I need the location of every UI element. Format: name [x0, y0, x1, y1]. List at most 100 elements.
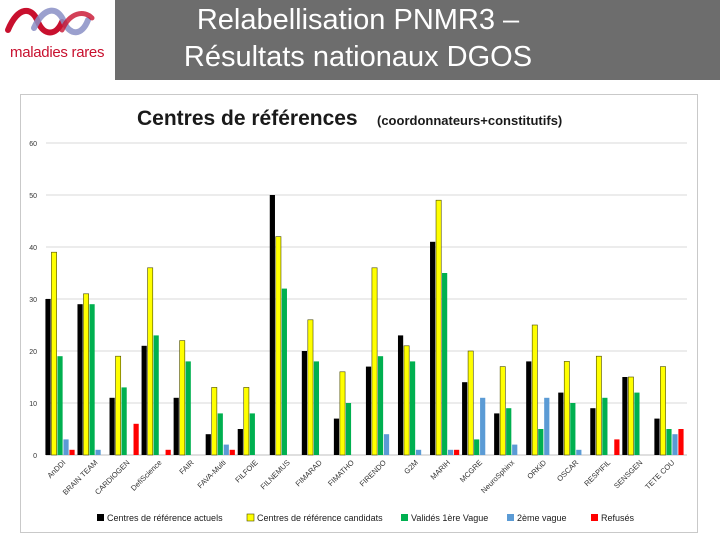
- legend-label: Centres de référence actuels: [107, 513, 223, 523]
- bar-3-filfoie: [249, 413, 255, 455]
- bar-3-g2m: [409, 361, 416, 455]
- bar-1-mcgre: [462, 382, 468, 455]
- bar-3-neurosphinx: [506, 408, 512, 455]
- bar-3-orkid: [538, 429, 544, 455]
- bar-3-defiscience: [153, 335, 159, 455]
- x-tick-label: FILNEMUS: [259, 458, 292, 491]
- bar-4-neurosphinx: [512, 444, 518, 455]
- x-tick-label: ORKiD: [525, 458, 548, 481]
- bar-2-sensgen: [628, 376, 634, 456]
- logo-text: maladies rares: [10, 44, 105, 61]
- bar-1-firendo: [365, 366, 372, 455]
- bar-1-tete-cou: [654, 418, 660, 455]
- slide-title-line-2: Résultats nationaux DGOS: [183, 41, 533, 73]
- x-tick-label: TETE COU: [643, 458, 676, 491]
- bar-4-orkid: [544, 397, 550, 455]
- bar-3-firendo: [377, 356, 384, 455]
- x-tick-label: OSCAR: [555, 458, 581, 484]
- bar-5-marih: [454, 449, 460, 455]
- y-axis-ticks: 0 10 20 30 40 50 60: [29, 141, 37, 460]
- bar-1-neurosphinx: [494, 413, 500, 455]
- bar-2-tete-cou: [660, 366, 666, 456]
- bar-2-brain-team: [83, 293, 89, 456]
- bar-1-fava-multi: [205, 434, 211, 455]
- logo: maladies rares: [0, 0, 115, 80]
- legend-swatch: [97, 514, 104, 521]
- bar-3-fair: [185, 361, 191, 455]
- bar-3-oscar: [570, 403, 576, 455]
- bar-1-respifil: [590, 408, 596, 455]
- bar-2-marih: [435, 199, 442, 456]
- bar-5-anddi: [69, 449, 75, 455]
- x-tick-label: MARIH: [429, 458, 452, 481]
- bar-5-tete-cou: [678, 429, 684, 455]
- y-tick-label: 20: [29, 349, 37, 356]
- x-tick-label: FIRENDO: [358, 458, 388, 488]
- legend-label: Centres de référence candidats: [257, 513, 383, 523]
- chart-frame: 0 10 20 30 40 50 60 AnDDI BRAIN TEAM CARDIOGEN De…: [20, 94, 698, 533]
- bar-1-oscar: [558, 392, 564, 455]
- bar-4-marih: [448, 449, 454, 455]
- bar-3-filnemus: [281, 288, 287, 455]
- x-tick-label: FAIR: [177, 458, 196, 477]
- legend: Centres de référence actuels Centres de r…: [97, 513, 635, 523]
- legend-swatch: [246, 513, 255, 522]
- legend-swatch: [591, 514, 598, 521]
- bar-3-tete-cou: [666, 429, 672, 455]
- x-tick-label: SENSGEN: [612, 458, 644, 490]
- x-tick-label: FIMARAD: [294, 458, 325, 489]
- bar-1-sensgen: [622, 377, 628, 455]
- x-tick-label: NeuroSphinx: [479, 458, 516, 495]
- bar-4-oscar: [576, 449, 582, 455]
- bar-4-g2m: [415, 449, 422, 455]
- y-tick-label: 60: [29, 141, 37, 148]
- bar-1-marih: [430, 241, 436, 455]
- bar-4-fava-multi: [223, 444, 229, 455]
- bar-3-fimarad: [313, 361, 320, 455]
- bar-2-firendo: [371, 267, 378, 456]
- y-tick-label: 40: [29, 245, 37, 252]
- bar-4-tete-cou: [672, 434, 678, 455]
- bar-2-oscar: [563, 361, 570, 456]
- bar-1-cardiogen: [109, 397, 115, 455]
- x-tick-label: FIMATHO: [326, 458, 356, 488]
- bar-3-sensgen: [634, 392, 640, 455]
- chart-subtitle: (coordonnateurs+constitutifs): [377, 113, 562, 128]
- y-tick-label: 0: [33, 453, 37, 460]
- legend-label: 2ème vague: [517, 513, 567, 523]
- bar-1-defiscience: [141, 345, 147, 455]
- x-tick-label: FAVA-Multi: [196, 458, 228, 490]
- legend-label: Validés 1ère Vague: [411, 513, 488, 523]
- bar-5-respifil: [614, 439, 620, 455]
- x-tick-label: AnDDI: [45, 458, 67, 480]
- bar-2-filfoie: [243, 387, 250, 456]
- bar-1-g2m: [397, 335, 404, 455]
- bar-3-marih: [442, 273, 448, 455]
- bar-2-fair: [179, 340, 186, 456]
- bar-1-fimatho: [333, 418, 340, 455]
- bar-2-fimatho: [339, 371, 346, 456]
- chart-title: Centres de références: [137, 107, 358, 130]
- x-tick-label: RESPIFIL: [582, 458, 612, 488]
- bar-3-mcgre: [474, 439, 480, 455]
- logo-waves-icon: [5, 7, 95, 36]
- bar-1-fimarad: [301, 351, 308, 455]
- bar-2-orkid: [531, 324, 538, 456]
- bar-3-fava-multi: [217, 413, 223, 455]
- legend-swatch: [507, 514, 514, 521]
- y-tick-label: 30: [29, 297, 37, 304]
- bar-3-cardiogen: [121, 387, 127, 455]
- bar-2-respifil: [595, 355, 602, 456]
- y-tick-label: 10: [29, 401, 37, 408]
- bar-1-anddi: [45, 299, 51, 455]
- bar-3-respifil: [602, 397, 608, 455]
- bar-4-brain-team: [95, 449, 101, 455]
- slide-title-line-1: Relabellisation PNMR3 –: [196, 4, 520, 36]
- x-tick-label: FILFOIE: [233, 458, 259, 484]
- bar-2-defiscience: [147, 267, 154, 456]
- bar-2-mcgre: [467, 350, 474, 456]
- y-tick-label: 50: [29, 193, 37, 200]
- bar-2-g2m: [403, 345, 410, 456]
